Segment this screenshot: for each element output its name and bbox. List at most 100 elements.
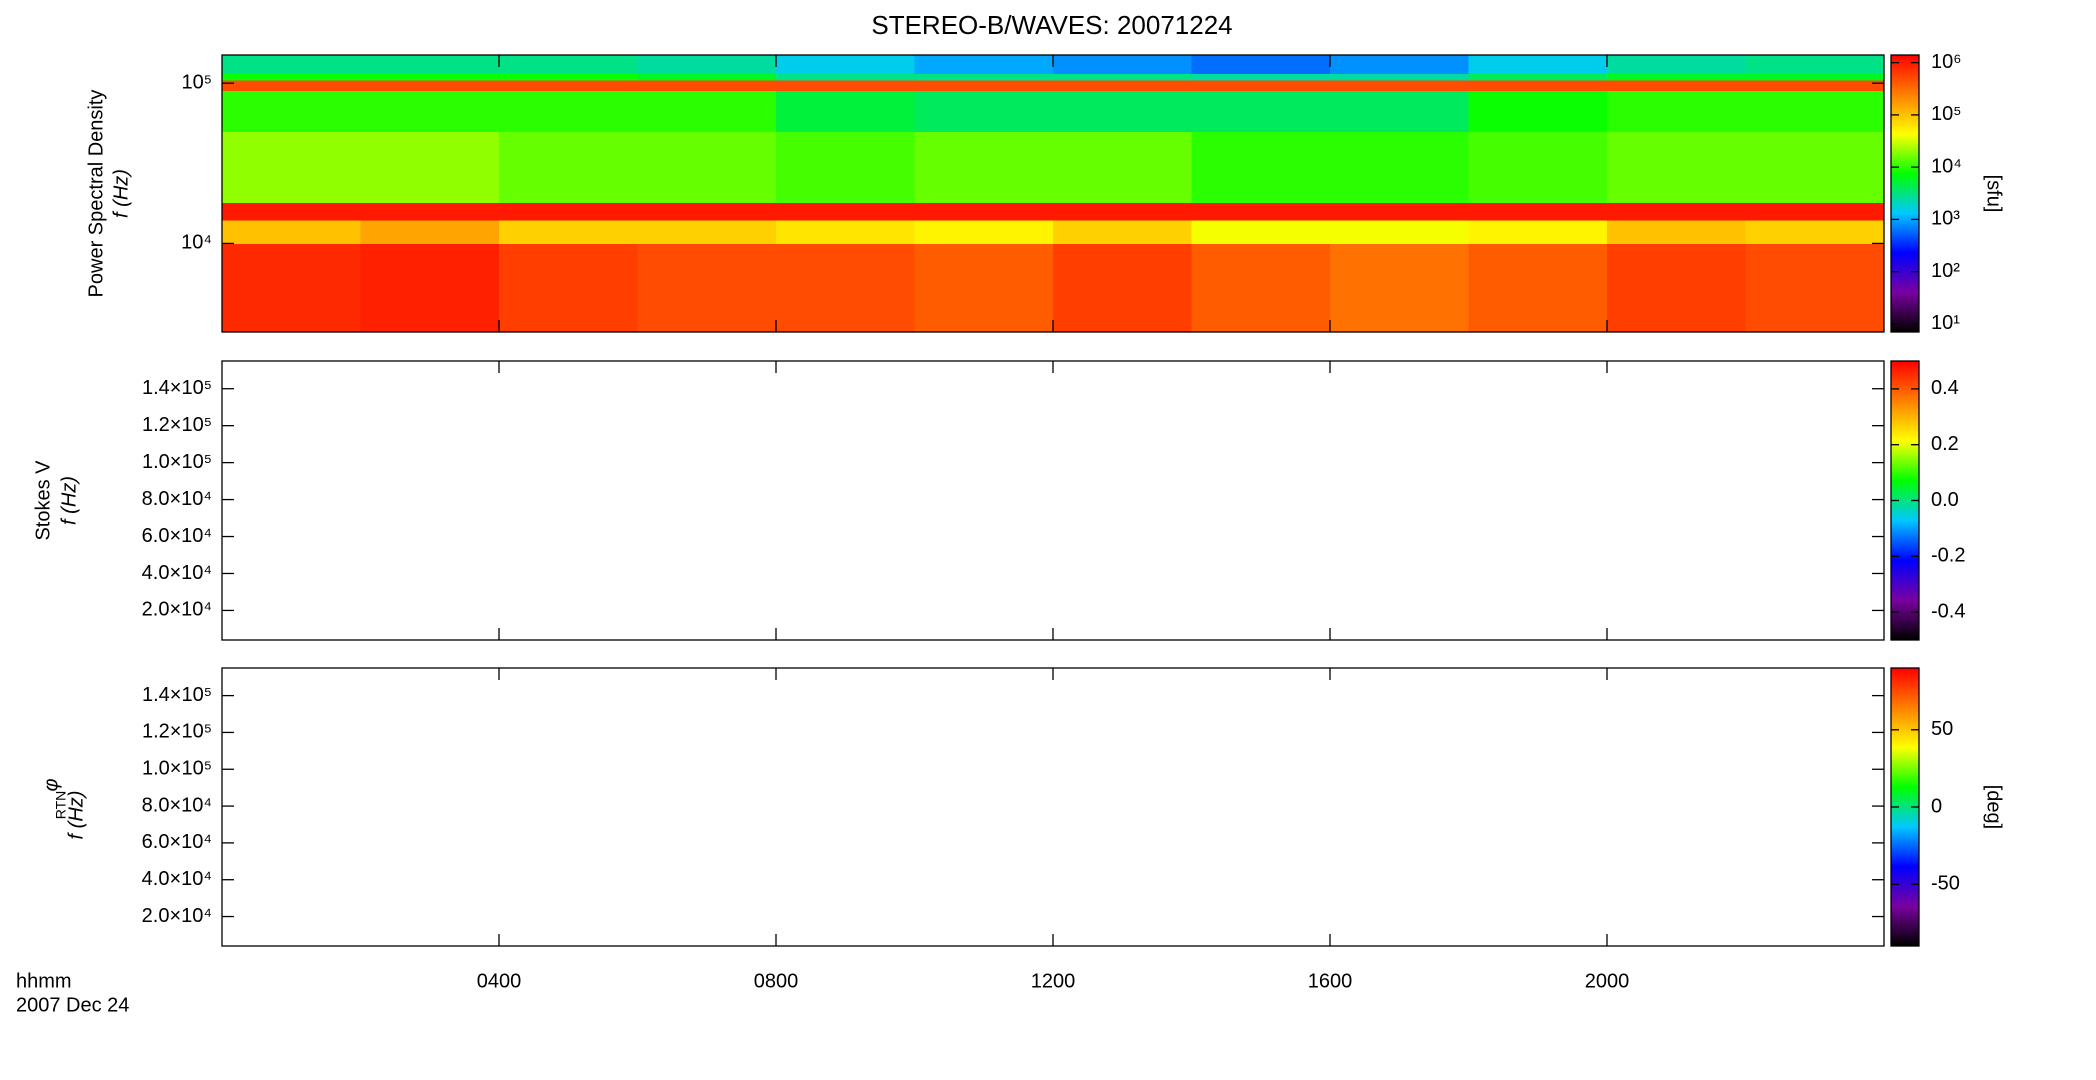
colorbar-tick-label: 10¹	[1931, 312, 1960, 334]
heatmap-cell	[776, 90, 915, 132]
heatmap-cell	[1191, 73, 1331, 81]
heatmap-cell	[637, 220, 777, 244]
y-tick-label: 1.2×10⁵	[142, 721, 212, 743]
y-tick-label: 2.0×10⁴	[142, 905, 212, 927]
heatmap-cell	[499, 79, 638, 92]
x-axis-label: hhmm	[16, 970, 72, 992]
heatmap-cell	[637, 243, 777, 333]
colorbar-tick-label: 10²	[1931, 260, 1960, 282]
colorbar-tick-label: -50	[1931, 873, 1960, 895]
colorbar-tick-label: 0.4	[1931, 377, 1959, 399]
heatmap-cell	[1191, 202, 1331, 221]
y-tick-label: 6.0×10⁴	[142, 831, 212, 853]
heatmap-cell	[637, 73, 777, 81]
y-axis-label: Stokes V	[32, 460, 54, 541]
y-tick-label: 4.0×10⁴	[142, 868, 212, 890]
colorbar-label: [sfu]	[1983, 175, 2005, 213]
heatmap-cell	[1191, 131, 1331, 204]
heatmap-cell	[1468, 73, 1608, 81]
colorbar-tick-label: -0.2	[1931, 545, 1965, 567]
x-tick-label: 0800	[754, 970, 799, 992]
y-axis-unit: f (Hz)	[110, 169, 132, 218]
heatmap-cell	[1607, 90, 1746, 132]
y-tick-label: 2.0×10⁴	[142, 599, 212, 621]
heatmap-cell	[1468, 90, 1608, 132]
heatmap-cell	[637, 90, 777, 132]
heatmap-cell	[1191, 243, 1331, 333]
x-tick-label: 2000	[1585, 970, 1630, 992]
colorbar-tick-label: 0.2	[1931, 433, 1959, 455]
heatmap-cell	[1745, 79, 1885, 92]
heatmap-cell	[499, 202, 638, 221]
heatmap-cell	[1468, 220, 1608, 244]
colorbar-tick-label: -0.4	[1931, 600, 1965, 622]
heatmap-cell	[776, 202, 915, 221]
colorbar	[1891, 55, 1919, 332]
heatmap-cell	[1745, 243, 1885, 333]
colorbar-tick-label: 10³	[1931, 208, 1960, 230]
heatmap-cell	[914, 73, 1054, 81]
heatmap-cell	[1468, 79, 1608, 92]
heatmap-cell	[1330, 131, 1469, 204]
heatmap-cell	[499, 73, 638, 81]
heatmap-cell	[914, 79, 1054, 92]
heatmap-cell	[360, 202, 500, 221]
heatmap-cell	[914, 131, 1054, 204]
heatmap-cell	[222, 79, 361, 92]
heatmap-cell	[499, 243, 638, 333]
heatmap-cell	[222, 220, 361, 244]
heatmap-cell	[1330, 79, 1469, 92]
heatmap-cell	[1053, 55, 1192, 74]
y-tick-label: 4.0×10⁴	[142, 562, 212, 584]
heatmap-cell	[222, 55, 361, 74]
y-tick-label: 8.0×10⁴	[142, 794, 212, 816]
spectrogram	[222, 55, 1885, 333]
heatmap-cell	[914, 202, 1054, 221]
y-axis-unit: f (Hz)	[58, 476, 80, 525]
heatmap-cell	[1745, 90, 1885, 132]
heatmap-cell	[360, 90, 500, 132]
heatmap-cell	[1607, 243, 1746, 333]
heatmap-cell	[637, 55, 777, 74]
x-tick-label: 0400	[477, 970, 522, 992]
heatmap-cell	[1330, 90, 1469, 132]
y-tick-label: 10⁴	[181, 232, 212, 254]
heatmap-cell	[1330, 220, 1469, 244]
heatmap-cell	[1053, 220, 1192, 244]
heatmap-cell	[1468, 202, 1608, 221]
heatmap-cell	[1607, 73, 1746, 81]
heatmap-cell	[914, 243, 1054, 333]
heatmap-cell	[1607, 202, 1746, 221]
colorbar-tick-label: 50	[1931, 718, 1953, 740]
heatmap-cell	[776, 220, 915, 244]
heatmap-cell	[1745, 202, 1885, 221]
heatmap-cell	[499, 55, 638, 74]
heatmap-cell	[914, 90, 1054, 132]
colorbar-tick-label: 10⁵	[1931, 103, 1962, 125]
plot-frame	[221, 667, 1885, 947]
colorbar-tick-label: 0	[1931, 795, 1942, 817]
heatmap-cell	[637, 202, 777, 221]
heatmap-cell	[1191, 55, 1331, 74]
x-tick-label: 1200	[1031, 970, 1076, 992]
heatmap-cell	[1053, 131, 1192, 204]
heatmap-cell	[1468, 55, 1608, 74]
y-tick-label: 1.0×10⁵	[142, 758, 212, 780]
heatmap-cell	[776, 243, 915, 333]
heatmap-cell	[1191, 90, 1331, 132]
heatmap-cell	[914, 220, 1054, 244]
heatmap-cell	[1745, 131, 1885, 204]
colorbar-tick-label: 10⁴	[1931, 155, 1962, 177]
colorbar-label: [deg]	[1983, 785, 2005, 829]
y-tick-label: 1.4×10⁵	[142, 684, 212, 706]
y-tick-label: 1.0×10⁵	[142, 451, 212, 473]
date-label: 2007 Dec 24	[16, 994, 129, 1016]
y-tick-label: 8.0×10⁴	[142, 488, 212, 510]
colorbar-tick-label: 10⁶	[1931, 51, 1961, 73]
heatmap-cell	[499, 220, 638, 244]
heatmap-cell	[499, 90, 638, 132]
heatmap-cell	[360, 243, 500, 333]
heatmap-cell	[1607, 220, 1746, 244]
heatmap-cell	[1607, 79, 1746, 92]
